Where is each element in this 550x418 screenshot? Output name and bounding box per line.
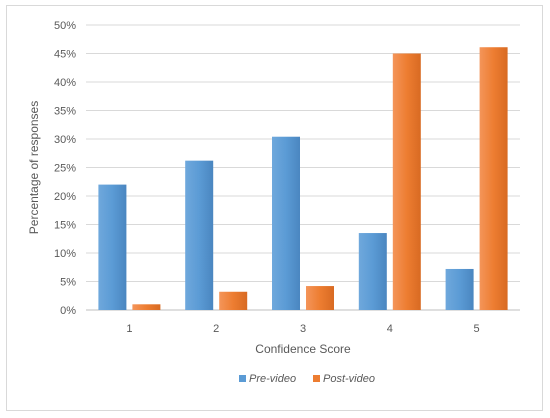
y-tick-label: 30%	[54, 134, 76, 146]
x-tick-label: 2	[213, 323, 219, 335]
x-tick-label: 3	[300, 323, 306, 335]
bar-post-video-5	[479, 47, 508, 310]
x-tick-label: 1	[126, 323, 132, 335]
bar-post-video-1	[132, 304, 161, 310]
legend-label: Post-video	[323, 373, 375, 385]
y-tick-label: 10%	[54, 248, 76, 260]
bar-post-video-3	[306, 286, 334, 310]
y-axis-title: Percentage of responses	[27, 101, 41, 234]
y-tick-label: 15%	[54, 220, 76, 232]
bar-pre-video-2	[185, 160, 214, 310]
bar-pre-video-1	[98, 184, 127, 310]
bar-post-video-2	[219, 291, 248, 310]
y-tick-label: 20%	[54, 191, 76, 203]
y-tick-label: 50%	[54, 20, 76, 32]
bar-post-video-4	[392, 53, 421, 310]
y-tick-label: 5%	[60, 277, 76, 289]
legend-swatch	[313, 375, 320, 382]
bar-pre-video-4	[358, 233, 387, 310]
y-tick-label: 0%	[60, 305, 76, 317]
y-tick-label: 35%	[54, 106, 76, 118]
y-tick-label: 25%	[54, 163, 76, 175]
bars	[98, 47, 508, 310]
gridlines	[86, 24, 520, 311]
x-axis-ticks: 1 2 3 4 5	[126, 323, 479, 335]
y-axis-ticks: 0% 5% 10% 15% 20% 25% 30% 35% 40% 45% 50%	[54, 20, 76, 317]
legend-swatch	[239, 375, 246, 382]
x-tick-label: 4	[387, 323, 393, 335]
x-axis-title: Confidence Score	[255, 342, 351, 356]
bar-pre-video-5	[445, 268, 474, 310]
y-tick-label: 45%	[54, 49, 76, 61]
legend-label: Pre-video	[249, 373, 296, 385]
x-tick-label: 5	[474, 323, 480, 335]
bar-pre-video-3	[272, 136, 300, 310]
y-tick-label: 40%	[54, 77, 76, 89]
legend: Pre-video Post-video	[239, 373, 375, 385]
